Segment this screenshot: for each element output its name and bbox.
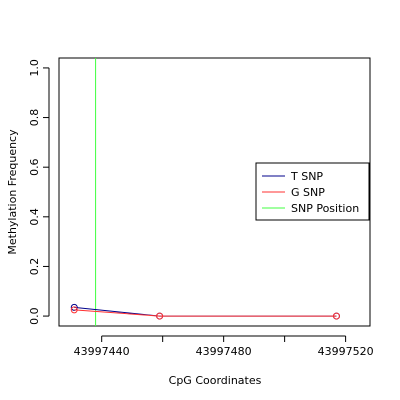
x-tick-label: 43997440 xyxy=(74,345,130,358)
legend: T SNP G SNP SNP Position xyxy=(255,162,370,221)
series-group xyxy=(70,303,340,320)
y-tick-label: 0.6 xyxy=(28,158,41,176)
x-axis: 43997440 43997480 43997520 xyxy=(74,335,374,358)
y-tick-label: 0.0 xyxy=(28,307,41,325)
y-tick-label: 0.2 xyxy=(28,258,41,276)
series-line xyxy=(74,309,337,317)
data-point xyxy=(156,312,164,320)
data-point xyxy=(70,306,78,314)
x-axis-label: CpG Coordinates xyxy=(169,374,262,387)
plot-frame xyxy=(58,57,371,327)
legend-label: G SNP xyxy=(291,186,325,199)
y-tick-label: 1.0 xyxy=(28,59,41,77)
y-tick-label: 0.4 xyxy=(28,208,41,226)
series-line xyxy=(74,306,337,317)
y-axis: 0.0 0.2 0.4 0.6 0.8 1.0 xyxy=(28,59,50,325)
x-tick-label: 43997480 xyxy=(196,345,252,358)
data-point xyxy=(70,303,78,311)
legend-label: SNP Position xyxy=(291,202,359,215)
y-tick-label: 0.8 xyxy=(28,109,41,127)
data-point xyxy=(332,312,340,320)
x-tick-label: 43997520 xyxy=(318,345,374,358)
legend-label: T SNP xyxy=(290,170,323,183)
y-axis-label: Methylation Frequency xyxy=(6,129,19,255)
